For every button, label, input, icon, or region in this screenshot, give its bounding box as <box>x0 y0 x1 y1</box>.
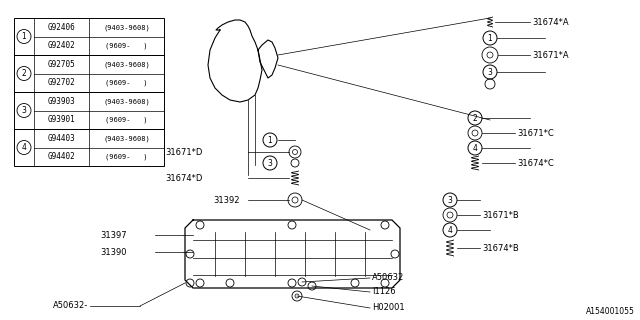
Bar <box>14 55 164 92</box>
Text: (9403-9608): (9403-9608) <box>103 61 150 68</box>
Text: G92705: G92705 <box>47 60 76 69</box>
Text: (9609-   ): (9609- ) <box>105 154 148 160</box>
Text: 1: 1 <box>488 34 492 43</box>
Text: 2: 2 <box>22 69 26 78</box>
Bar <box>14 18 164 55</box>
Text: (9403-9608): (9403-9608) <box>103 24 150 30</box>
Text: 3: 3 <box>268 158 273 167</box>
Text: G94403: G94403 <box>47 134 76 143</box>
Text: 4: 4 <box>22 143 26 152</box>
Text: 4: 4 <box>447 226 452 235</box>
Text: (9403-9608): (9403-9608) <box>103 135 150 141</box>
Text: G92402: G92402 <box>47 41 76 50</box>
Text: 31671*A: 31671*A <box>532 51 568 60</box>
Text: A50632-: A50632- <box>52 301 88 310</box>
Text: (9609-   ): (9609- ) <box>105 79 148 86</box>
Bar <box>14 129 164 166</box>
Text: (9403-9608): (9403-9608) <box>103 98 150 105</box>
Text: (9609-   ): (9609- ) <box>105 116 148 123</box>
Bar <box>14 92 164 129</box>
Text: 3: 3 <box>488 68 492 76</box>
Text: G92702: G92702 <box>47 78 76 87</box>
Text: 31674*D: 31674*D <box>165 173 202 182</box>
Text: I1126: I1126 <box>372 287 396 297</box>
Text: 31671*D: 31671*D <box>165 148 202 156</box>
Text: 31671*B: 31671*B <box>482 211 519 220</box>
Text: 3: 3 <box>22 106 26 115</box>
Text: 31671*C: 31671*C <box>517 129 554 138</box>
Text: G92406: G92406 <box>47 23 76 32</box>
Text: 31674*C: 31674*C <box>517 158 554 167</box>
Text: G94402: G94402 <box>47 152 76 161</box>
Text: 1: 1 <box>268 135 273 145</box>
Text: 3: 3 <box>447 196 452 204</box>
Text: 31397: 31397 <box>100 230 127 239</box>
Text: A154001055: A154001055 <box>586 307 635 316</box>
Text: H02001: H02001 <box>372 303 404 313</box>
Text: G93903: G93903 <box>47 97 76 106</box>
Text: 31674*B: 31674*B <box>482 244 519 252</box>
Text: 31390: 31390 <box>100 247 127 257</box>
Text: G93901: G93901 <box>47 115 76 124</box>
Text: 4: 4 <box>472 143 477 153</box>
Text: 31674*A: 31674*A <box>532 18 568 27</box>
Text: 31392: 31392 <box>214 196 240 204</box>
Text: A50632: A50632 <box>372 274 404 283</box>
Text: (9609-   ): (9609- ) <box>105 43 148 49</box>
Text: 2: 2 <box>472 114 477 123</box>
Text: 1: 1 <box>22 32 26 41</box>
